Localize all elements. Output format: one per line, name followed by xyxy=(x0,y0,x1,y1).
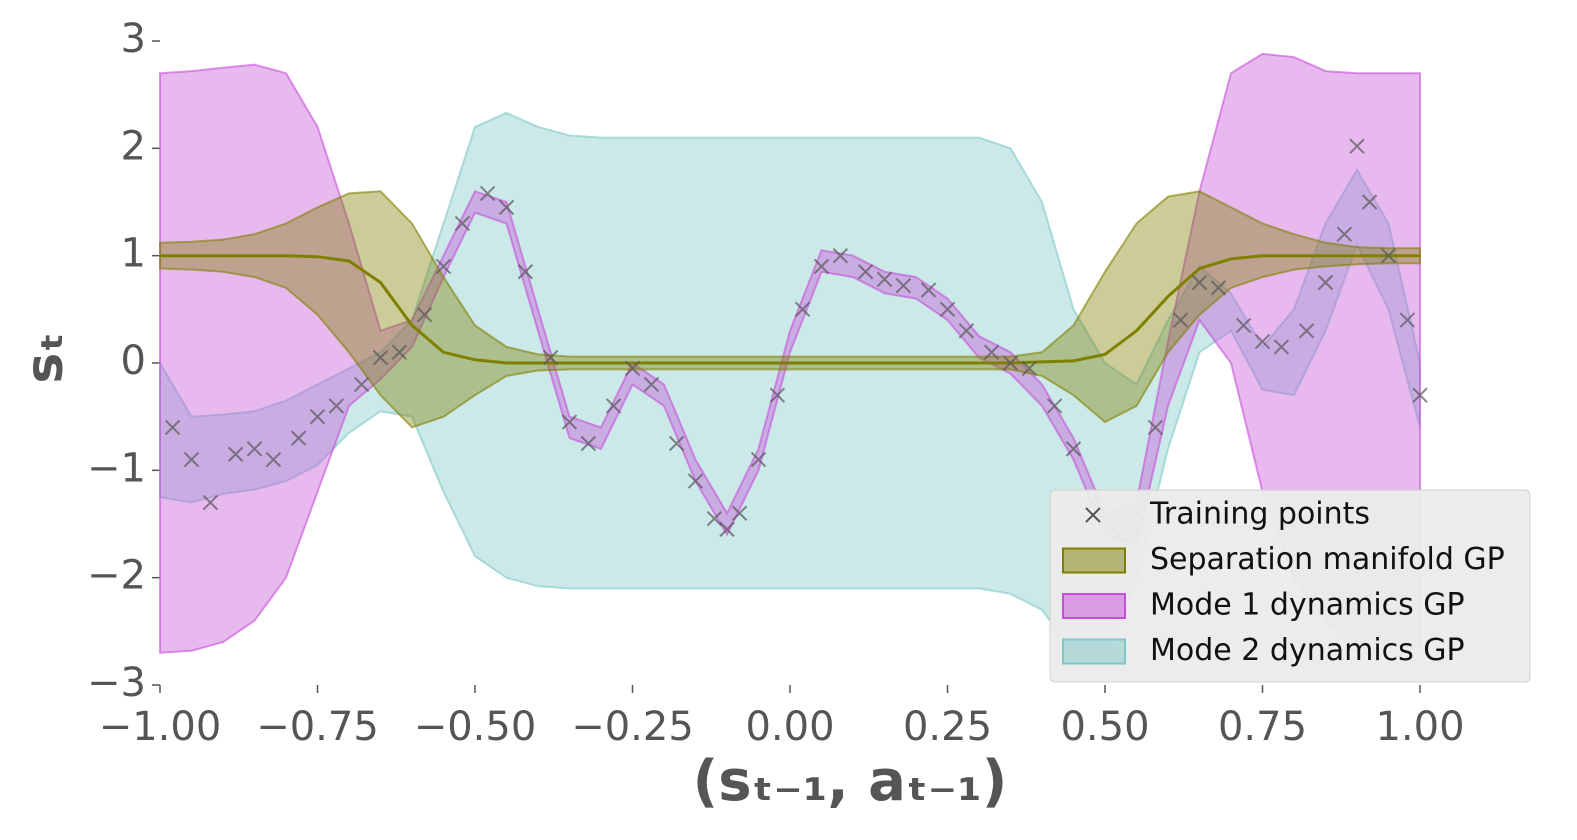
training-point xyxy=(227,446,244,462)
training-point xyxy=(1046,398,1063,414)
training-point xyxy=(895,278,912,294)
training-point xyxy=(1191,274,1208,291)
training-point xyxy=(750,451,767,468)
legend-label: Mode 1 dynamics GP xyxy=(1150,588,1465,623)
y-tick-label: −1 xyxy=(87,445,146,491)
x-tick-label: −1.00 xyxy=(99,704,222,750)
training-point xyxy=(1254,333,1271,350)
training-point xyxy=(1147,419,1164,436)
legend-label: Mode 2 dynamics GP xyxy=(1150,633,1465,668)
y-tick-label: 2 xyxy=(121,123,146,169)
x-tick-label: 0.75 xyxy=(1218,704,1307,750)
x-tick-label: −0.75 xyxy=(256,704,379,750)
y-tick-label: 3 xyxy=(121,16,146,62)
mean-line xyxy=(160,254,1420,365)
training-point xyxy=(391,344,408,360)
training-point xyxy=(498,199,515,216)
y-tick-label: −2 xyxy=(87,553,146,599)
training-point xyxy=(1021,360,1038,377)
training-point xyxy=(687,473,704,489)
y-tick-label: 0 xyxy=(121,338,146,384)
legend-swatch xyxy=(1062,593,1126,619)
training-point xyxy=(183,451,200,468)
training-point xyxy=(857,264,874,280)
training-point xyxy=(958,323,975,339)
training-point xyxy=(983,344,1000,360)
x-tick-label: 0.50 xyxy=(1060,704,1149,750)
training-point xyxy=(1336,226,1353,242)
legend-marker xyxy=(1085,507,1101,523)
training-point xyxy=(1380,247,1397,264)
training-point xyxy=(668,435,685,452)
training-point xyxy=(706,510,723,527)
training-point xyxy=(794,301,811,318)
training-point xyxy=(769,387,786,403)
training-point xyxy=(1317,274,1334,291)
training-point xyxy=(1349,138,1365,154)
x-tick-label: 1.00 xyxy=(1375,704,1464,750)
training-point xyxy=(328,398,345,414)
training-point xyxy=(202,494,219,511)
training-point xyxy=(832,247,849,264)
legend-box xyxy=(1049,489,1531,683)
training-point xyxy=(542,349,559,366)
legend-swatch xyxy=(1062,547,1126,574)
training-point xyxy=(1210,280,1227,296)
training-point xyxy=(731,505,748,521)
x-tick-label: −0.25 xyxy=(571,704,694,750)
training-point xyxy=(246,441,263,457)
training-point xyxy=(164,419,181,436)
training-point xyxy=(1361,194,1378,210)
training-point xyxy=(454,215,471,232)
training-point xyxy=(876,271,893,287)
training-point xyxy=(1412,387,1428,403)
training-point xyxy=(372,349,389,366)
training-point xyxy=(416,306,433,323)
training-point xyxy=(813,258,830,275)
x-tick-label: 0.00 xyxy=(745,704,834,750)
x-tick-label: −0.50 xyxy=(414,704,537,750)
confidence-band xyxy=(159,190,1421,429)
training-point xyxy=(517,264,534,280)
training-point xyxy=(309,408,326,425)
training-point xyxy=(435,258,452,275)
training-point xyxy=(1065,441,1082,457)
training-point xyxy=(1235,317,1252,334)
training-point xyxy=(561,414,578,430)
training-point xyxy=(1399,312,1416,328)
training-point xyxy=(265,451,282,468)
training-point xyxy=(290,430,307,446)
training-point xyxy=(580,435,597,452)
legend-label: Training points xyxy=(1149,497,1370,532)
training-point xyxy=(1273,339,1290,355)
training-point xyxy=(605,398,622,414)
y-axis-label: sₜ xyxy=(15,332,75,383)
training-point xyxy=(1002,355,1019,371)
legend-label: Separation manifold GP xyxy=(1150,542,1505,577)
training-point xyxy=(939,301,956,318)
x-tick-label: 0.25 xyxy=(903,704,992,750)
x-axis-label: (sₜ₋₁, aₜ₋₁) xyxy=(693,749,1008,814)
training-point xyxy=(1298,323,1315,339)
training-point xyxy=(719,521,735,538)
y-tick-label: 1 xyxy=(121,231,146,277)
training-point xyxy=(624,360,641,377)
y-tick-label: −3 xyxy=(87,660,146,706)
training-point xyxy=(920,282,937,298)
training-point xyxy=(479,185,496,202)
training-point xyxy=(1172,312,1189,328)
training-point xyxy=(643,376,660,393)
legend: Training points Separation manifold GP Mod… xyxy=(1049,489,1531,683)
legend-swatch xyxy=(1062,638,1126,665)
training-point xyxy=(353,376,370,393)
